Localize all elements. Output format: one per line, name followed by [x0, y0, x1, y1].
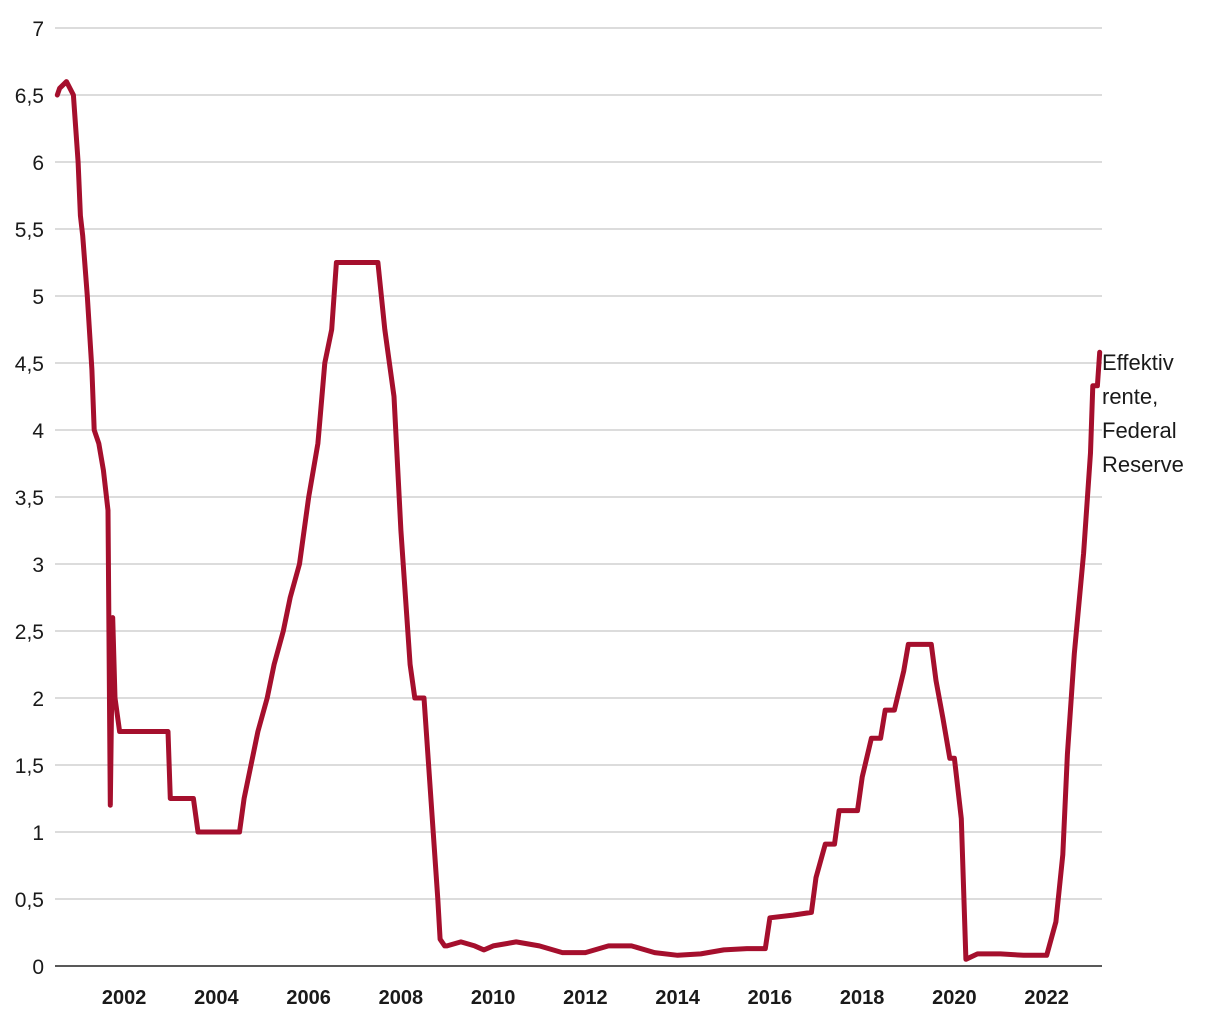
x-tick-label: 2012 [563, 987, 608, 1009]
x-tick-label: 2008 [379, 987, 424, 1009]
x-axis-tick-labels: 2002 2004 2006 2008 2010 2012 2014 2016 2018 2020… [102, 987, 1069, 1009]
series-label-line: rente, [1102, 384, 1158, 409]
y-tick-label: 1,5 [15, 755, 44, 778]
series-label-line: Federal [1102, 418, 1177, 443]
x-tick-label: 2010 [471, 987, 516, 1009]
x-tick-label: 2004 [194, 987, 239, 1009]
x-tick-label: 2006 [286, 987, 331, 1009]
series-line-effektiv-rente [54, 79, 1103, 962]
series-label-line: Reserve [1102, 452, 1184, 477]
x-tick-label: 2022 [1024, 987, 1069, 1009]
y-tick-label: 0,5 [15, 889, 44, 912]
x-tick-label: 2016 [748, 987, 793, 1009]
series-label-line: Effektiv [1102, 350, 1174, 375]
y-tick-label: 2 [32, 688, 44, 711]
y-axis-tick-labels: 0 0,5 1 1,5 2 2,5 3 3,5 4 4,5 5 5,5 6 6,5 7 [15, 18, 45, 979]
y-tick-label: 4,5 [15, 353, 44, 376]
y-tick-label: 4 [32, 420, 44, 443]
x-tick-label: 2002 [102, 987, 147, 1009]
y-tick-label: 6,5 [15, 85, 44, 108]
y-tick-label: 1 [32, 822, 44, 845]
y-tick-label: 5,5 [15, 219, 44, 242]
x-tick-label: 2020 [932, 987, 977, 1009]
y-tick-label: 3,5 [15, 487, 44, 510]
x-tick-label: 2014 [655, 987, 700, 1009]
y-tick-label: 3 [32, 554, 44, 577]
y-tick-label: 7 [32, 18, 44, 41]
y-tick-label: 6 [32, 152, 44, 175]
gridlines [55, 27, 1102, 900]
y-tick-label: 2,5 [15, 621, 44, 644]
y-tick-label: 5 [32, 286, 44, 309]
x-tick-label: 2018 [840, 987, 885, 1009]
series-label: Effektiv rente, Federal Reserve [1102, 350, 1184, 477]
y-tick-label: 0 [32, 956, 44, 979]
